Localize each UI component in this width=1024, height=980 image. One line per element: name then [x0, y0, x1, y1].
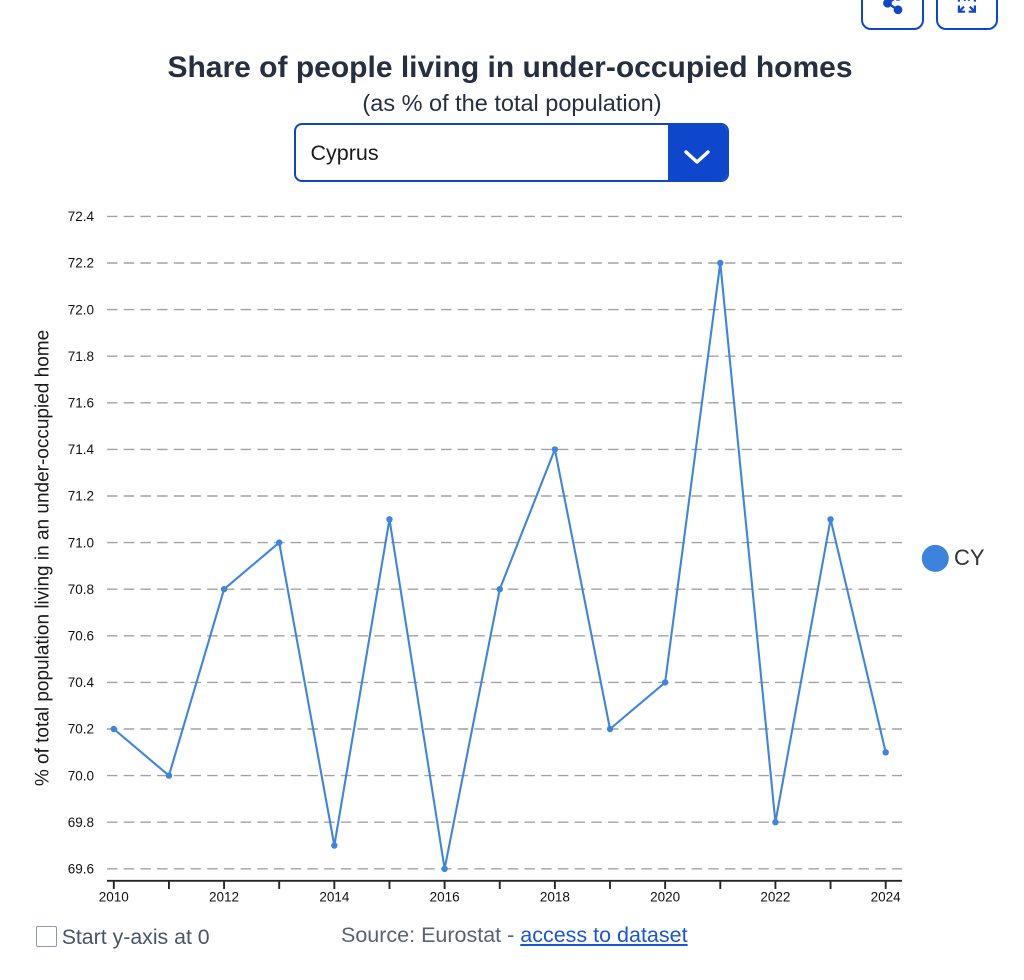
svg-text:2014: 2014	[319, 890, 350, 905]
svg-text:71.8: 71.8	[68, 349, 94, 364]
svg-text:2012: 2012	[209, 890, 239, 905]
svg-text:70.4: 70.4	[68, 675, 95, 690]
svg-text:71.6: 71.6	[68, 396, 94, 411]
svg-text:% of total population living i: % of total population living in an under…	[33, 330, 54, 786]
svg-text:2020: 2020	[650, 890, 680, 905]
svg-text:71.0: 71.0	[68, 535, 94, 550]
svg-text:2018: 2018	[540, 890, 570, 905]
svg-text:70.2: 70.2	[68, 722, 94, 737]
svg-text:2024: 2024	[871, 890, 902, 905]
svg-text:71.4: 71.4	[68, 442, 95, 457]
svg-text:70.8: 70.8	[68, 582, 94, 597]
svg-text:69.8: 69.8	[68, 815, 94, 830]
svg-text:70.0: 70.0	[68, 768, 94, 783]
svg-text:71.2: 71.2	[68, 489, 94, 504]
svg-text:2010: 2010	[99, 890, 129, 905]
svg-text:72.2: 72.2	[68, 256, 94, 271]
svg-text:70.6: 70.6	[68, 629, 94, 644]
svg-text:2022: 2022	[760, 890, 790, 905]
svg-text:69.6: 69.6	[68, 862, 94, 877]
svg-text:2016: 2016	[430, 890, 460, 905]
svg-text:72.4: 72.4	[68, 209, 95, 224]
svg-text:72.0: 72.0	[68, 302, 94, 317]
